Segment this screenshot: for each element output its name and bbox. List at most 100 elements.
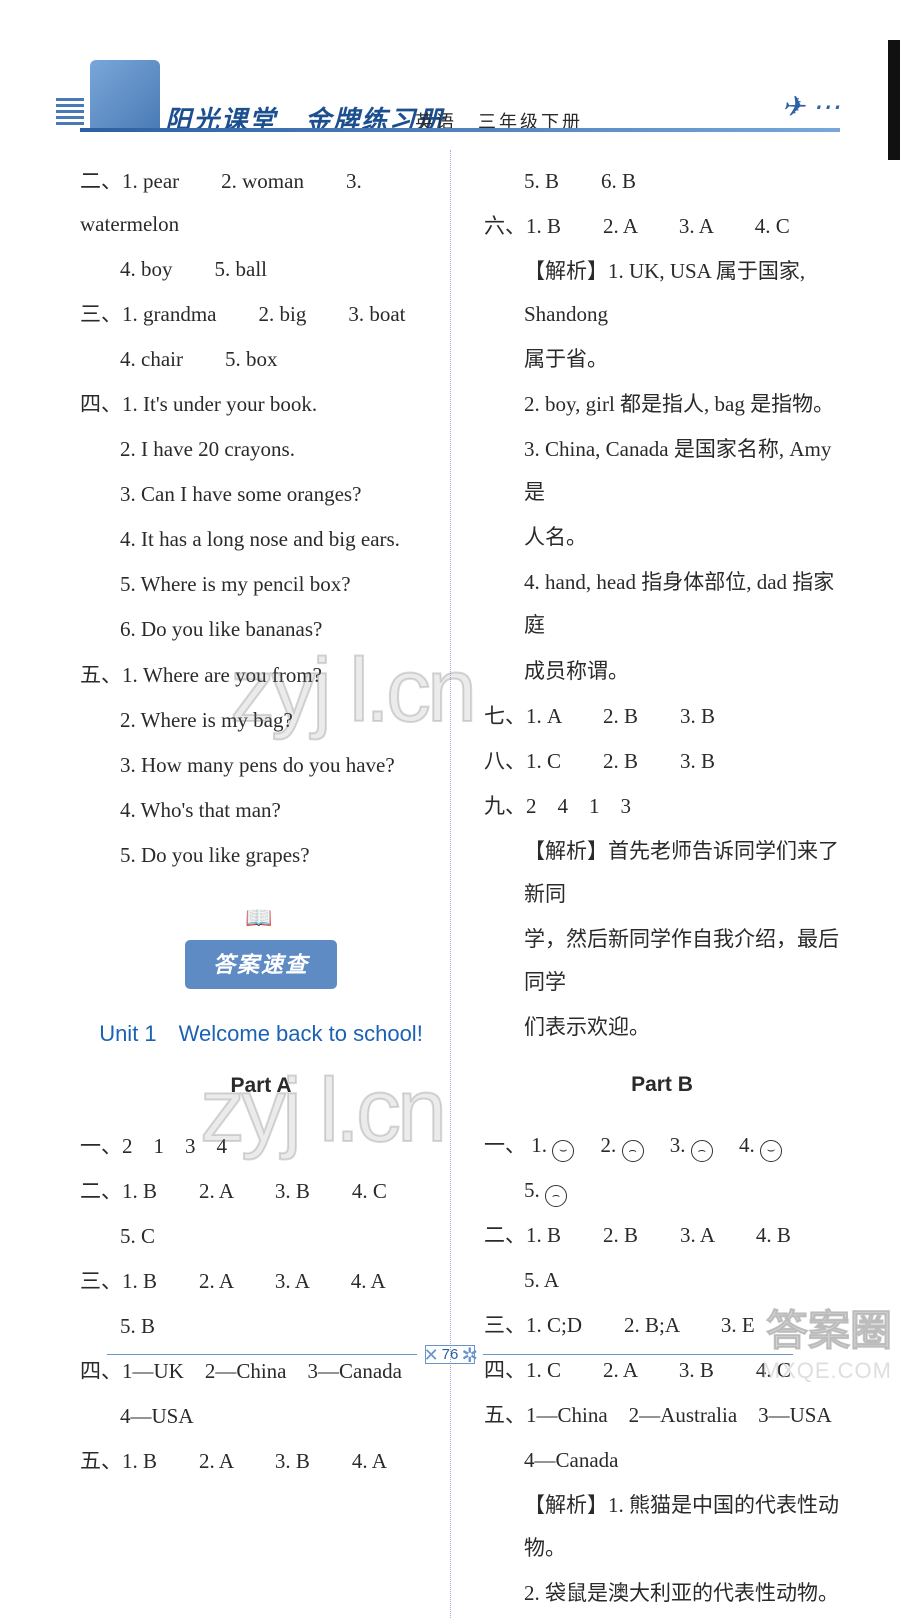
answer-line: 八、1. C 2. B 3. B xyxy=(484,740,840,783)
answer-text: 2 1 3 4 xyxy=(122,1134,227,1158)
section-label: 三、 xyxy=(80,1269,122,1293)
answer-line: 五、1—China 2—Australia 3—USA xyxy=(484,1394,840,1437)
answer-line: 三、1. grandma 2. big 3. boat xyxy=(80,293,442,336)
answer-line: 五、1. Where are you from? xyxy=(80,654,442,697)
header-stripes-deco xyxy=(56,98,84,128)
explanation-line: 3. China, Canada 是国家名称, Amy 是 xyxy=(484,428,840,514)
answers-badge: 答案速查 xyxy=(176,895,346,989)
answer-text: 1. C;D 2. B;A 3. E xyxy=(526,1313,755,1337)
frown-icon: ⌢ xyxy=(691,1140,713,1162)
explanation-text: 属于省。 xyxy=(524,347,608,371)
answer-text: 1. It's under your book. xyxy=(122,392,317,416)
explanation-text: 2. 袋鼠是澳大利亚的代表性动物。 xyxy=(524,1581,839,1605)
explanation-line: 成员称谓。 xyxy=(484,650,840,693)
answer-line: 七、1. A 2. B 3. B xyxy=(484,695,840,738)
answer-line: 4—Canada xyxy=(484,1439,840,1482)
answer-text: 1. A 2. B 3. B xyxy=(526,704,715,728)
explanation-text: 2. boy, girl 都是指人, bag 是指物。 xyxy=(524,392,834,416)
section-label: 五、 xyxy=(80,663,122,687)
header-underline xyxy=(80,128,840,132)
answer-text: 2. big xyxy=(258,302,306,326)
answer-text: 3. Can I have some oranges? xyxy=(120,482,361,506)
explanation-text: 4. hand, head 指身体部位, dad 指家庭 xyxy=(524,570,834,637)
answer-text: 5. C xyxy=(120,1224,155,1248)
header-illustration xyxy=(90,60,160,130)
answer-line: 2. Where is my bag? xyxy=(80,699,442,742)
item-num: 1. xyxy=(531,1133,547,1157)
answer-line: 五、1. B 2. A 3. B 4. A xyxy=(80,1440,442,1483)
footer-deco-icon: ✲ xyxy=(461,1343,478,1368)
answer-text: 1. pear xyxy=(122,169,179,193)
answer-text: 1. Where are you from? xyxy=(122,663,322,687)
answer-line: 4—USA xyxy=(80,1395,442,1438)
right-column: 5. B 6. B 六、1. B 2. A 3. A 4. C 【解析】1. U… xyxy=(460,160,840,1618)
content-area: 二、1. pear 2. woman 3. watermelon 4. boy … xyxy=(0,140,900,1618)
answer-text: 4. boy xyxy=(120,257,173,281)
explanation-label: 【解析】 xyxy=(524,839,608,863)
answer-line: 三、1. B 2. A 3. A 4. A xyxy=(80,1260,442,1303)
item-num: 2. xyxy=(601,1133,617,1157)
section-label: 三、 xyxy=(80,302,122,326)
answer-text: 1. B 2. A 3. A 4. C xyxy=(526,214,790,238)
answer-line: 二、1. B 2. A 3. B 4. C xyxy=(80,1170,442,1213)
section-label: 七、 xyxy=(484,704,526,728)
answer-text: 1. B 2. A 3. B 4. A xyxy=(122,1449,387,1473)
explanation-line: 人名。 xyxy=(484,516,840,559)
answer-line: 5. Do you like grapes? xyxy=(80,834,442,877)
answer-text: 5. Do you like grapes? xyxy=(120,843,310,867)
answer-line: 六、1. B 2. A 3. A 4. C xyxy=(484,205,840,248)
bird-icon: ✈︎ ⋯ xyxy=(782,90,840,124)
answer-line: 4. boy 5. ball xyxy=(80,248,442,291)
section-label: 二、 xyxy=(484,1223,526,1247)
answer-item: 1. ⌣ xyxy=(531,1133,574,1157)
answer-text: 5. A xyxy=(524,1268,559,1292)
footer-deco-icon: ✕ xyxy=(424,1345,439,1366)
answer-line: 3. Can I have some oranges? xyxy=(80,473,442,516)
corner-watermark: 答案圈 MXQE.COM xyxy=(762,1297,892,1384)
section-label: 三、 xyxy=(484,1313,526,1337)
frown-icon: ⌢ xyxy=(622,1140,644,1162)
page: 阳光课堂 金牌练习册 英语 三年级下册 ✈︎ ⋯ 二、1. pear 2. wo… xyxy=(0,0,900,1390)
answer-item: 3. ⌢ xyxy=(670,1133,713,1157)
explanation-line: 学，然后新同学作自我介绍，最后同学 xyxy=(484,918,840,1004)
section-label: 八、 xyxy=(484,749,526,773)
answer-text: 1—China 2—Australia 3—USA xyxy=(526,1403,832,1427)
answer-text: 5. B xyxy=(120,1314,155,1338)
answer-line: 5. B 6. B xyxy=(484,160,840,203)
section-label: 九、 xyxy=(484,794,526,818)
footer-rule-right: ✲ xyxy=(483,1354,793,1355)
item-num: 4. xyxy=(739,1133,755,1157)
answer-text: 2 4 1 3 xyxy=(526,794,631,818)
answer-text: 4—USA xyxy=(120,1404,194,1428)
answer-text: 1. B 2. A 3. B 4. C xyxy=(122,1179,387,1203)
answer-line: 4. Who's that man? xyxy=(80,789,442,832)
answer-item: 2. ⌢ xyxy=(601,1133,644,1157)
section-label: 六、 xyxy=(484,214,526,238)
answers-badge-label: 答案速查 xyxy=(185,940,337,989)
frown-icon: ⌢ xyxy=(545,1185,567,1207)
answer-text: 1. grandma xyxy=(122,302,216,326)
answer-text: 4—Canada xyxy=(524,1448,618,1472)
explanation-text: 们表示欢迎。 xyxy=(524,1015,650,1039)
smile-icon: ⌣ xyxy=(760,1140,782,1162)
answer-line: 一、2 1 3 4 xyxy=(80,1125,442,1168)
explanation-text: 成员称谓。 xyxy=(524,659,629,683)
page-header: 阳光课堂 金牌练习册 英语 三年级下册 ✈︎ ⋯ xyxy=(0,0,900,140)
answer-text: 2. I have 20 crayons. xyxy=(120,437,295,461)
section-label: 二、 xyxy=(80,169,122,193)
answer-line: 5. A xyxy=(484,1259,840,1302)
answer-text: 1. B 2. A 3. A 4. A xyxy=(122,1269,386,1293)
explanation-label: 【解析】 xyxy=(524,1493,608,1517)
answer-text: 5. ball xyxy=(215,257,268,281)
answer-text: 2. woman xyxy=(221,169,304,193)
footer-rule-left: ✕ xyxy=(107,1354,417,1355)
answer-line: 二、1. pear 2. woman 3. watermelon xyxy=(80,160,442,246)
answer-line: 二、1. B 2. B 3. A 4. B xyxy=(484,1214,840,1257)
answer-text: 4. chair xyxy=(120,347,183,371)
section-label: 一、 xyxy=(484,1133,526,1157)
answer-line: 九、2 4 1 3 xyxy=(484,785,840,828)
answer-line: 3. How many pens do you have? xyxy=(80,744,442,787)
answer-line: 6. Do you like bananas? xyxy=(80,608,442,651)
answer-text: 3. How many pens do you have? xyxy=(120,753,395,777)
answer-line: 5. Where is my pencil box? xyxy=(80,563,442,606)
